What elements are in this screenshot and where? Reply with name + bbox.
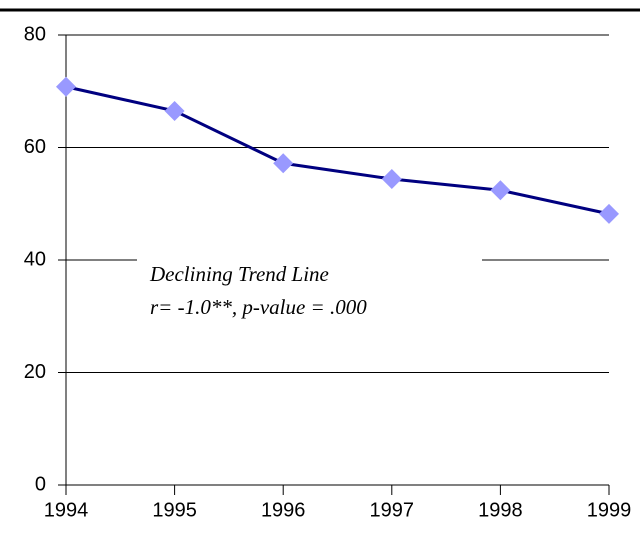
x-tick-label: 1999 bbox=[587, 499, 632, 521]
y-tick-label: 60 bbox=[24, 136, 46, 158]
x-tick-label: 1996 bbox=[261, 499, 306, 521]
annotation-box bbox=[137, 250, 482, 330]
y-tick-label: 80 bbox=[24, 23, 46, 45]
marker bbox=[56, 76, 76, 97]
x-tick-label: 1998 bbox=[478, 499, 523, 521]
x-tick-label: 1995 bbox=[152, 499, 197, 521]
marker bbox=[381, 169, 402, 189]
series-line bbox=[65, 85, 610, 216]
annotation: Declining Trend Line bbox=[149, 262, 329, 286]
y-tick-label: 20 bbox=[24, 361, 46, 383]
y-tick-label: 40 bbox=[24, 248, 46, 270]
marker bbox=[599, 203, 619, 224]
x-tick-label: 1994 bbox=[44, 499, 89, 521]
x-tick-label: 1997 bbox=[370, 499, 415, 521]
annotation: r= -1.0**, p-value = .000 bbox=[150, 295, 367, 319]
y-tick-label: 0 bbox=[35, 473, 46, 495]
marker bbox=[273, 153, 294, 174]
marker bbox=[164, 100, 185, 121]
marker bbox=[490, 180, 511, 201]
